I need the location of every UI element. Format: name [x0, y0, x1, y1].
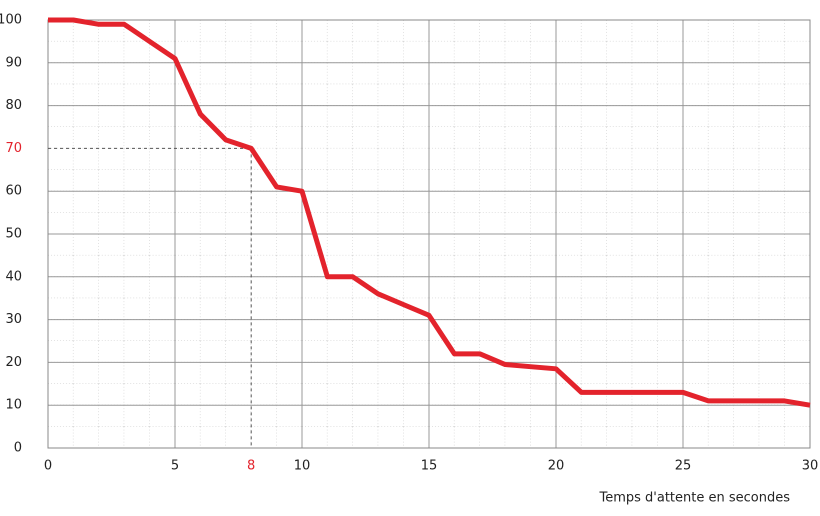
- x-tick-label: 15: [421, 459, 438, 474]
- x-axis-label: Temps d'attente en secondes: [598, 491, 790, 506]
- y-tick-label: 30: [5, 312, 22, 327]
- y-tick-label: 50: [5, 227, 22, 242]
- y-tick-label: 100: [0, 13, 22, 28]
- y-tick-label: 40: [5, 269, 22, 284]
- y-tick-label: 90: [5, 55, 22, 70]
- y-tick-label: 80: [5, 98, 22, 113]
- y-tick-label: 70: [5, 141, 22, 156]
- x-tick-label: 30: [802, 459, 819, 474]
- y-tick-label: 20: [5, 355, 22, 370]
- data-line: [48, 17, 811, 408]
- y-tick-label: 0: [14, 441, 22, 456]
- x-tick-label: 8: [247, 459, 255, 474]
- plot-frame: [47, 19, 811, 449]
- x-tick-label: 25: [675, 459, 692, 474]
- y-tick-label: 10: [5, 398, 22, 413]
- x-tick-label: 5: [171, 459, 179, 474]
- y-tick-label: 60: [5, 184, 22, 199]
- x-tick-label: 10: [294, 459, 311, 474]
- x-tick-label: 0: [44, 459, 52, 474]
- x-tick-label: 20: [548, 459, 565, 474]
